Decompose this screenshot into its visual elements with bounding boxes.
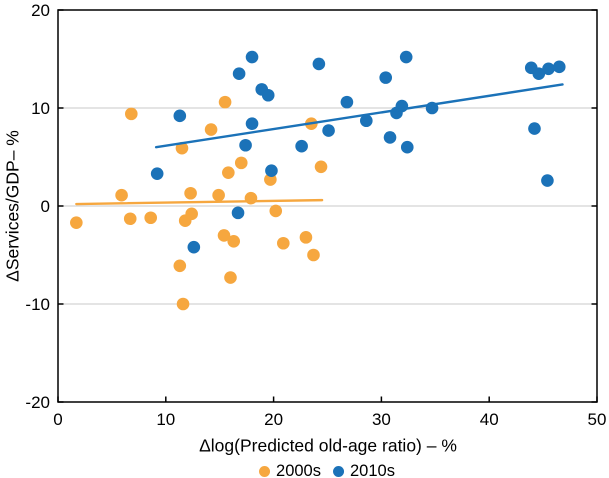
- legend-marker-2000s: [259, 466, 271, 477]
- data-point-2010s: [265, 164, 278, 178]
- data-point-2000s: [244, 191, 258, 205]
- data-point-2000s: [144, 211, 158, 225]
- data-point-2000s: [115, 188, 128, 202]
- x-tick-label-10: 10: [156, 410, 175, 429]
- data-point-2000s: [173, 259, 187, 273]
- data-point-2000s: [222, 166, 235, 179]
- legend-label-2000s: 2000s: [276, 462, 321, 478]
- data-point-2010s: [399, 50, 413, 64]
- x-tick-label-0: 0: [53, 410, 62, 429]
- series-2000s: [70, 95, 328, 311]
- data-point-2010s: [173, 109, 187, 123]
- data-point-2000s: [307, 248, 320, 262]
- data-point-2010s: [261, 88, 275, 102]
- tick-labels: 0 10 20 30 40 50 -20 -10 0 10 20: [25, 1, 606, 429]
- data-point-2010s: [245, 117, 259, 130]
- data-point-2010s: [322, 124, 335, 137]
- data-point-2000s: [175, 141, 189, 155]
- data-point-2000s: [299, 231, 313, 244]
- data-point-2010s: [383, 131, 397, 144]
- gridlines: [58, 107, 597, 305]
- x-tick-label-40: 40: [480, 410, 499, 429]
- series-2010s: [150, 50, 566, 254]
- data-point-2000s: [234, 156, 248, 170]
- trend-line-2000s: [75, 198, 324, 206]
- data-point-2010s: [239, 138, 252, 152]
- data-point-2000s: [185, 207, 198, 221]
- data-point-2010s: [295, 139, 308, 153]
- x-tick-label-30: 30: [372, 410, 391, 429]
- axis-ticks: [57, 9, 598, 403]
- data-point-2010s: [245, 50, 259, 64]
- data-point-2010s: [232, 67, 246, 80]
- data-point-2010s: [340, 95, 354, 109]
- x-axis-title: Δlog(Predicted old-age ratio) – %: [199, 435, 457, 456]
- trend-line-2010s: [154, 83, 564, 149]
- y-tick-label-0: 0: [41, 197, 50, 216]
- data-point-2010s: [400, 140, 414, 154]
- data-point-2000s: [314, 160, 328, 174]
- data-point-2000s: [224, 271, 237, 284]
- data-point-2000s: [204, 123, 218, 136]
- legend-marker-2010s: [333, 466, 344, 477]
- y-axis-title: ΔServices/GDP– %: [2, 130, 23, 282]
- data-point-2000s: [70, 216, 83, 229]
- y-tick-label--20: -20: [25, 393, 50, 412]
- y-tick-label--10: -10: [25, 295, 50, 314]
- data-point-2000s: [176, 297, 190, 311]
- data-point-2010s: [532, 67, 546, 80]
- y-tick-label-20: 20: [31, 1, 50, 20]
- data-point-2010s: [231, 206, 245, 220]
- data-point-2010s: [552, 60, 566, 74]
- data-point-2000s: [277, 236, 290, 250]
- data-point-2000s: [227, 234, 241, 248]
- data-point-2010s: [528, 122, 541, 135]
- legend: 2000s 2010s: [259, 462, 401, 478]
- data-point-2000s: [217, 229, 231, 242]
- data-point-2010s: [360, 114, 373, 128]
- data-point-2000s: [269, 204, 283, 218]
- data-point-2010s: [541, 174, 554, 187]
- data-point-2000s: [218, 95, 232, 109]
- x-tick-label-50: 50: [588, 410, 607, 429]
- y-tick-label-10: 10: [31, 99, 50, 118]
- data-point-2010s: [542, 62, 555, 76]
- x-tick-label-20: 20: [264, 410, 283, 429]
- data-point-2000s: [184, 186, 197, 200]
- data-point-2000s: [125, 107, 138, 121]
- data-point-2010s: [150, 167, 164, 180]
- data-point-2000s: [212, 188, 225, 202]
- legend-label-2010s: 2010s: [350, 462, 395, 478]
- data-point-2010s: [379, 71, 393, 84]
- data-point-2010s: [187, 240, 201, 254]
- data-point-2000s: [123, 212, 137, 226]
- data-point-2010s: [312, 57, 326, 71]
